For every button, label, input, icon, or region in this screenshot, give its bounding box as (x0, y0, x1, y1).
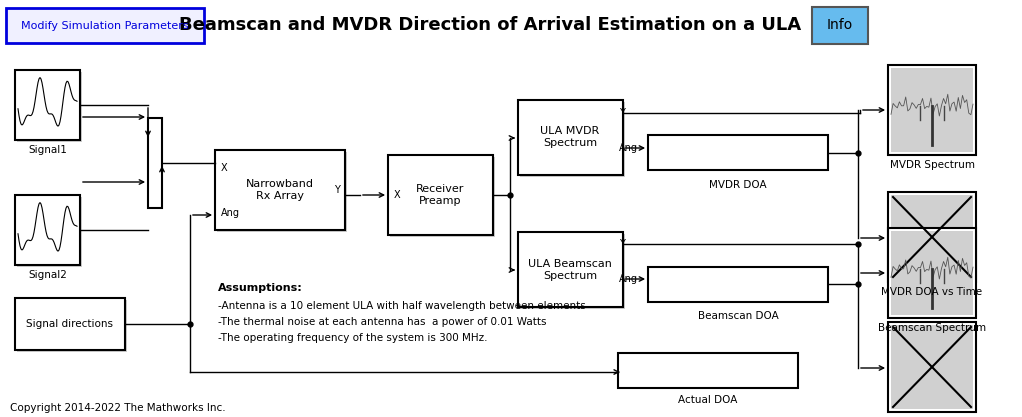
Text: Ang: Ang (619, 274, 638, 284)
Text: Y: Y (619, 108, 624, 118)
Text: Copyright 2014-2022 The Mathworks Inc.: Copyright 2014-2022 The Mathworks Inc. (10, 403, 226, 413)
Bar (648, 135, 828, 170)
Bar (388, 155, 493, 235)
Bar (390, 157, 495, 237)
Text: Y: Y (334, 185, 340, 195)
Text: ULA Beamscan
Spectrum: ULA Beamscan Spectrum (528, 259, 612, 281)
Bar (17, 300, 127, 352)
Text: Narrowband
Rx Array: Narrowband Rx Array (246, 179, 314, 201)
Text: Ang: Ang (221, 208, 240, 218)
Text: Assumptions:: Assumptions: (218, 283, 303, 293)
Text: MVDR Spectrum: MVDR Spectrum (889, 160, 975, 170)
Bar (891, 68, 973, 152)
Bar (17, 72, 82, 142)
Bar (888, 322, 976, 412)
Bar (648, 267, 828, 302)
Text: Beamscan DOA: Beamscan DOA (698, 311, 779, 321)
Text: -The operating frequency of the system is 300 MHz.: -The operating frequency of the system i… (218, 333, 487, 343)
Text: Beamscan Spectrum: Beamscan Spectrum (878, 323, 986, 333)
Bar (518, 232, 623, 307)
Bar (15, 70, 80, 140)
Text: ULA MVDR
Spectrum: ULA MVDR Spectrum (541, 126, 600, 148)
Text: X: X (394, 190, 401, 200)
Bar (15, 195, 80, 265)
Text: Info: Info (827, 18, 853, 32)
Bar (217, 152, 347, 232)
Bar (891, 325, 973, 409)
Bar (891, 231, 973, 315)
Bar (888, 192, 976, 282)
Text: Actual DOA: Actual DOA (679, 395, 738, 405)
Text: Modify Simulation Parameters: Modify Simulation Parameters (21, 20, 189, 30)
Text: Receiver
Preamp: Receiver Preamp (416, 184, 464, 206)
Text: Ang: Ang (619, 143, 638, 153)
Bar (520, 234, 625, 309)
Text: MVDR DOA: MVDR DOA (709, 180, 766, 190)
Bar (215, 150, 345, 230)
Bar (888, 65, 976, 155)
Bar (618, 353, 798, 388)
Text: Signal2: Signal2 (28, 270, 66, 280)
Bar (891, 195, 973, 279)
Bar (888, 228, 976, 318)
Bar (6, 8, 204, 43)
Text: X: X (221, 163, 228, 173)
Bar (520, 102, 625, 177)
Text: Signal directions: Signal directions (27, 319, 113, 329)
Text: -Antenna is a 10 element ULA with half wavelength between elements: -Antenna is a 10 element ULA with half w… (218, 301, 586, 311)
Text: Signal1: Signal1 (28, 145, 66, 155)
Text: Beamscan and MVDR Direction of Arrival Estimation on a ULA: Beamscan and MVDR Direction of Arrival E… (179, 16, 801, 34)
Bar (148, 118, 162, 208)
Bar (518, 100, 623, 175)
Text: Y: Y (619, 239, 624, 249)
Bar (812, 7, 868, 44)
Text: -The thermal noise at each antenna has  a power of 0.01 Watts: -The thermal noise at each antenna has a… (218, 317, 547, 327)
Text: MVDR DOA vs Time: MVDR DOA vs Time (881, 287, 982, 297)
Bar (15, 298, 125, 350)
Bar (17, 197, 82, 267)
